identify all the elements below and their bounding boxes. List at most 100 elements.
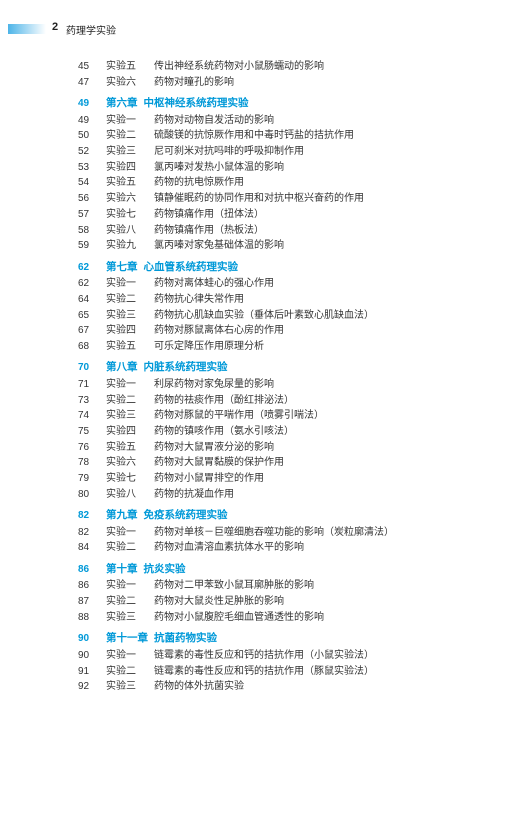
toc-chapter-title: 中枢神经系统药理实验 [144,96,249,110]
toc-chapter: 62第七章心血管系统药理实验 [78,260,478,275]
toc-page-number: 49 [78,114,106,128]
toc-experiment-title: 药物镇痛作用（扭体法） [154,208,264,222]
toc-chapter-label: 第七章 [106,260,138,274]
toc-experiment-title: 药物对单核－巨噬细胞吞噬功能的影响（炭粒廓清法） [154,526,394,540]
toc-experiment-label: 实验六 [106,192,154,206]
toc-experiment-title: 利尿药物对家兔尿量的影响 [154,378,274,392]
toc-experiment-title: 氯丙嗪对家兔基础体温的影响 [154,239,284,253]
toc-item: 47实验六药物对瞳孔的影响 [78,76,478,90]
toc-item: 88实验三药物对小鼠腹腔毛细血管通透性的影响 [78,611,478,625]
toc-experiment-title: 药物对小鼠胃排空的作用 [154,472,264,486]
toc-experiment-label: 实验九 [106,239,154,253]
toc-page-number: 59 [78,239,106,253]
toc-experiment-title: 传出神经系统药物对小鼠肠蠕动的影响 [154,60,324,74]
toc-experiment-label: 实验一 [106,277,154,291]
toc-item: 71实验一利尿药物对家兔尿量的影响 [78,378,478,392]
toc-chapter: 49第六章中枢神经系统药理实验 [78,96,478,111]
toc-page-number: 67 [78,324,106,338]
toc-experiment-title: 药物镇痛作用（热板法） [154,224,264,238]
toc-experiment-title: 药物对豚鼠离体右心房的作用 [154,324,284,338]
toc-item: 86实验一药物对二甲苯致小鼠耳廓肿胀的影响 [78,579,478,593]
toc-chapter-label: 第十章 [106,562,138,576]
toc-page-number: 78 [78,456,106,470]
toc-chapter-label: 第八章 [106,360,138,374]
toc-experiment-label: 实验二 [106,129,154,143]
toc-item: 73实验二药物的祛痰作用（酚红排泌法） [78,394,478,408]
toc-experiment-title: 药物的祛痰作用（酚红排泌法） [154,394,294,408]
toc-page-number: 52 [78,145,106,159]
toc-item: 62实验一药物对离体蛙心的强心作用 [78,277,478,291]
toc-experiment-label: 实验三 [106,611,154,625]
table-of-contents: 45实验五传出神经系统药物对小鼠肠蠕动的影响47实验六药物对瞳孔的影响49第六章… [78,60,478,696]
toc-page-number: 88 [78,611,106,625]
toc-item: 59实验九氯丙嗪对家兔基础体温的影响 [78,239,478,253]
toc-item: 45实验五传出神经系统药物对小鼠肠蠕动的影响 [78,60,478,74]
toc-page-number: 90 [78,632,106,646]
toc-experiment-label: 实验八 [106,224,154,238]
toc-chapter-title: 抗炎实验 [144,562,186,576]
toc-page-number: 53 [78,161,106,175]
toc-experiment-label: 实验三 [106,680,154,694]
toc-experiment-label: 实验二 [106,541,154,555]
toc-page-number: 50 [78,129,106,143]
toc-experiment-title: 药物对大鼠胃液分泌的影响 [154,441,274,455]
toc-item: 68实验五可乐定降压作用原理分析 [78,340,478,354]
toc-page-number: 70 [78,361,106,375]
toc-page-number: 84 [78,541,106,555]
toc-item: 74实验三药物对豚鼠的平喘作用（喷雾引喘法） [78,409,478,423]
header-gradient-bar [8,24,46,34]
toc-item: 84实验二药物对血清溶血素抗体水平的影响 [78,541,478,555]
toc-item: 78实验六药物对大鼠胃黏膜的保护作用 [78,456,478,470]
toc-item: 65实验三药物抗心肌缺血实验（垂体后叶素致心肌缺血法） [78,309,478,323]
toc-page-number: 76 [78,441,106,455]
toc-page-number: 58 [78,224,106,238]
toc-experiment-label: 实验七 [106,208,154,222]
toc-experiment-label: 实验一 [106,526,154,540]
toc-experiment-title: 药物对瞳孔的影响 [154,76,234,90]
toc-page-number: 45 [78,60,106,74]
toc-item: 52实验三尼可刹米对抗吗啡的呼吸抑制作用 [78,145,478,159]
toc-page-number: 73 [78,394,106,408]
toc-item: 76实验五药物对大鼠胃液分泌的影响 [78,441,478,455]
toc-page-number: 86 [78,579,106,593]
toc-experiment-label: 实验四 [106,324,154,338]
toc-experiment-label: 实验六 [106,456,154,470]
toc-page-number: 80 [78,488,106,502]
toc-experiment-title: 药物对豚鼠的平喘作用（喷雾引喘法） [154,409,324,423]
toc-experiment-label: 实验五 [106,340,154,354]
toc-experiment-title: 药物抗心肌缺血实验（垂体后叶素致心肌缺血法） [154,309,374,323]
toc-item: 53实验四氯丙嗪对发热小鼠体温的影响 [78,161,478,175]
toc-chapter-title: 免疫系统药理实验 [144,508,228,522]
toc-experiment-title: 硫酸镁的抗惊厥作用和中毒时钙盐的拮抗作用 [154,129,354,143]
toc-page-number: 68 [78,340,106,354]
toc-chapter: 70第八章内脏系统药理实验 [78,360,478,375]
toc-experiment-title: 药物对大鼠炎性足肿胀的影响 [154,595,284,609]
toc-item: 64实验二药物抗心律失常作用 [78,293,478,307]
toc-page-number: 65 [78,309,106,323]
toc-page-number: 71 [78,378,106,392]
toc-item: 82实验一药物对单核－巨噬细胞吞噬功能的影响（炭粒廓清法） [78,526,478,540]
toc-page-number: 62 [78,261,106,275]
toc-item: 58实验八药物镇痛作用（热板法） [78,224,478,238]
toc-page-number: 87 [78,595,106,609]
toc-experiment-title: 药物对小鼠腹腔毛细血管通透性的影响 [154,611,324,625]
toc-experiment-label: 实验二 [106,293,154,307]
toc-page-number: 91 [78,665,106,679]
toc-experiment-title: 链霉素的毒性反应和钙的拮抗作用（豚鼠实验法） [154,665,374,679]
toc-page-number: 90 [78,649,106,663]
toc-experiment-label: 实验五 [106,176,154,190]
toc-experiment-title: 药物的抗凝血作用 [154,488,234,502]
toc-experiment-title: 链霉素的毒性反应和钙的拮抗作用（小鼠实验法） [154,649,374,663]
toc-item: 92实验三药物的体外抗菌实验 [78,680,478,694]
toc-page-number: 64 [78,293,106,307]
toc-experiment-title: 药物对血清溶血素抗体水平的影响 [154,541,304,555]
toc-experiment-label: 实验一 [106,378,154,392]
toc-page-number: 92 [78,680,106,694]
toc-item: 90实验一链霉素的毒性反应和钙的拮抗作用（小鼠实验法） [78,649,478,663]
toc-experiment-label: 实验五 [106,441,154,455]
toc-experiment-title: 药物的镇咳作用（氨水引咳法） [154,425,294,439]
toc-experiment-title: 尼可刹米对抗吗啡的呼吸抑制作用 [154,145,304,159]
toc-experiment-title: 药物的抗电惊厥作用 [154,176,244,190]
toc-page-number: 74 [78,409,106,423]
toc-item: 67实验四药物对豚鼠离体右心房的作用 [78,324,478,338]
